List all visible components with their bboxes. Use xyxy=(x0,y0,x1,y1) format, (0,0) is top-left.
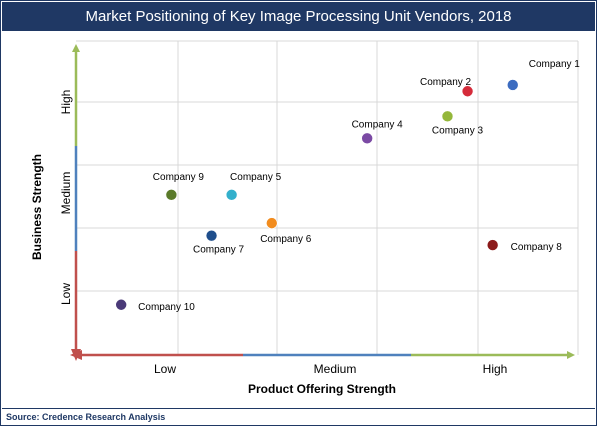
y-category-label: Medium xyxy=(59,172,73,215)
data-point-label: Company 9 xyxy=(153,172,205,183)
data-point xyxy=(205,229,218,242)
axes xyxy=(70,44,575,361)
x-category-label: Medium xyxy=(314,362,357,376)
data-point-label: Company 6 xyxy=(260,234,312,245)
data-point xyxy=(265,217,278,229)
y-axis-title: Business Strength xyxy=(30,154,44,260)
data-point-label: Company 2 xyxy=(420,77,472,88)
data-point xyxy=(486,239,499,251)
chart-title: Market Positioning of Key Image Processi… xyxy=(2,2,595,31)
data-point-label: Company 3 xyxy=(432,125,484,136)
x-category-label: High xyxy=(483,362,508,376)
data-point xyxy=(165,189,178,201)
data-point-label: Company 4 xyxy=(352,119,404,130)
y-axis-bottom-arrow xyxy=(71,349,81,361)
x-axis-title: Product Offering Strength xyxy=(248,382,396,396)
data-point xyxy=(225,189,238,201)
data-point xyxy=(115,298,127,311)
data-point xyxy=(506,79,519,91)
data-point-label: Company 10 xyxy=(138,302,195,313)
data-point-label: Company 1 xyxy=(529,59,581,70)
data-point-label: Company 7 xyxy=(193,245,245,256)
data-point xyxy=(441,110,454,123)
data-point xyxy=(461,85,474,98)
data-points: Company 1 Company 2 Company 3 Company 4 Comp… xyxy=(115,59,581,313)
y-category-label: Low xyxy=(59,283,73,305)
chart-area: Company 1 Company 2 Company 3 Company 4 Comp… xyxy=(30,40,581,396)
axis-labels: Low Medium High Low Medium High Product Offeri… xyxy=(30,90,507,396)
grid xyxy=(76,40,579,355)
data-point-label: Company 8 xyxy=(511,242,563,253)
data-point xyxy=(361,132,373,145)
data-point-label: Company 5 xyxy=(230,172,282,183)
x-category-label: Low xyxy=(154,362,176,376)
y-category-label: High xyxy=(59,90,73,115)
source-note: Source: Credence Research Analysis xyxy=(2,408,595,425)
